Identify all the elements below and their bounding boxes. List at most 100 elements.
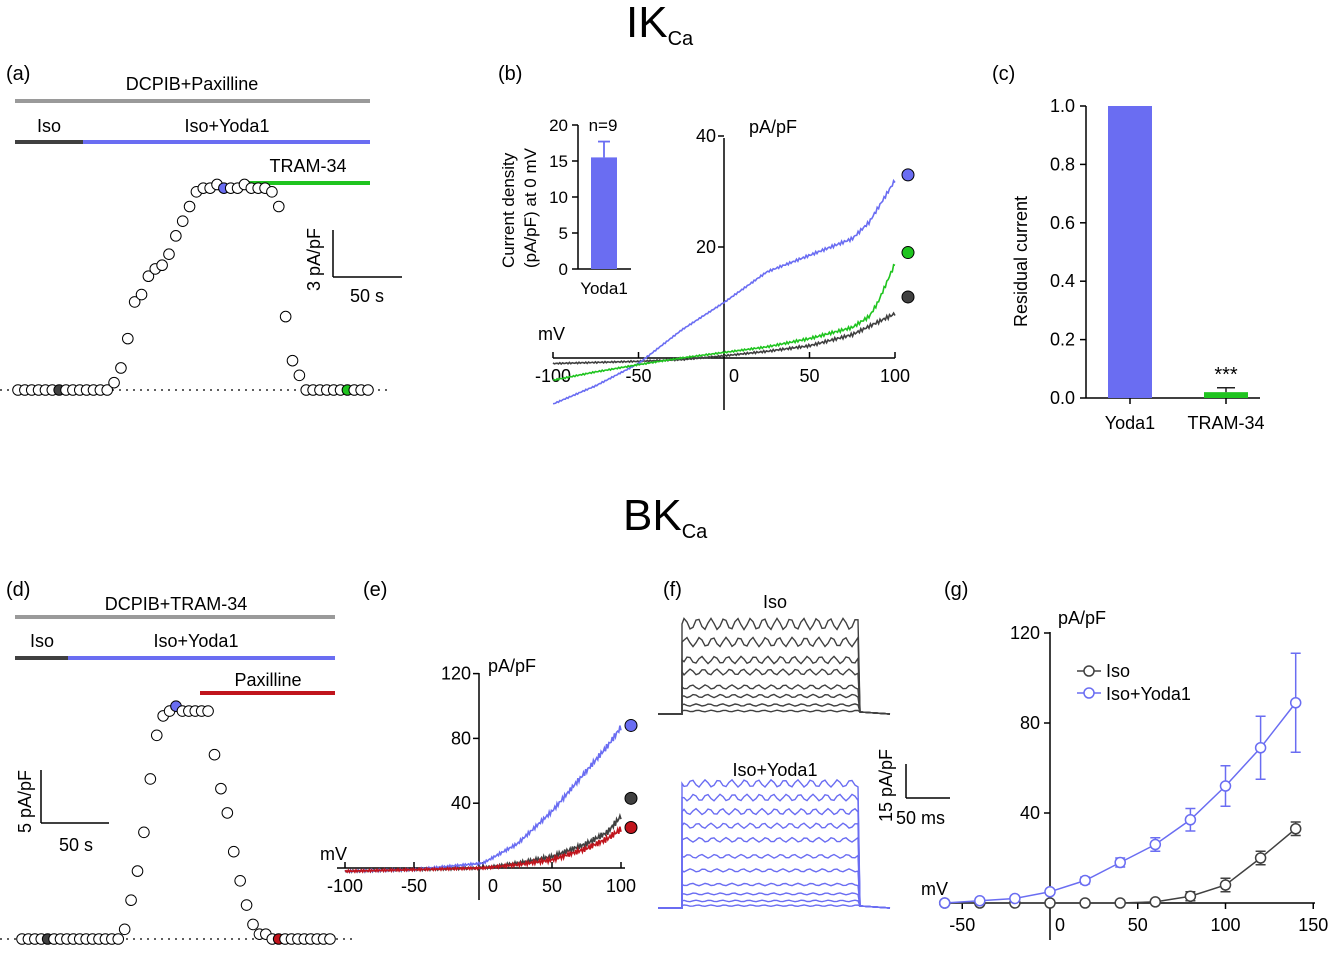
data-point — [128, 296, 141, 308]
data-point — [1254, 852, 1267, 864]
data-point — [170, 230, 182, 242]
data-point — [142, 270, 155, 283]
data-point — [215, 782, 227, 795]
scale-label-x: 50 s — [59, 835, 93, 855]
panel-b: (b) 0 5 10 15 20 Current density (pA/pF) at … — [498, 63, 915, 410]
data-point — [240, 899, 253, 911]
data-point — [1219, 780, 1232, 792]
x-tick-label: 50 — [799, 366, 819, 386]
treatment-bar-blocker — [200, 691, 335, 695]
legend-marker-iso — [1083, 665, 1095, 677]
inset-bar — [591, 157, 617, 269]
current-trace — [658, 836, 891, 909]
treatment-bar-iso-yoda — [68, 656, 335, 660]
header-ik: IKCa — [626, 0, 694, 50]
y-tick-label: 0.0 — [1050, 388, 1075, 408]
y-tick-label: 80 — [1020, 713, 1040, 733]
data-point — [1289, 697, 1302, 709]
data-point — [1044, 897, 1056, 909]
x-tick-label: -100 — [327, 876, 363, 896]
y-tick-label: 40 — [451, 793, 471, 813]
iv-trace — [552, 311, 896, 366]
data-point — [1114, 856, 1126, 869]
y-tick-label: 40 — [1020, 803, 1040, 823]
data-point — [234, 875, 246, 887]
data-point — [221, 807, 234, 819]
data-point — [1114, 897, 1126, 909]
scale-label-y: 3 pA/pF — [304, 228, 324, 291]
treatment-bar-iso-yoda — [83, 140, 370, 144]
treatment-label-iso: Iso — [30, 631, 54, 651]
data-point — [144, 773, 157, 785]
x-tick-label: 50 — [1128, 915, 1148, 935]
treatment-bar-blocker — [247, 181, 370, 185]
endpoint-marker — [624, 821, 638, 834]
y-tick-label: 0.4 — [1050, 271, 1075, 291]
inset-y-tick-label: 10 — [549, 188, 568, 207]
data-point — [324, 933, 336, 945]
inset-y-tick-label: 0 — [559, 260, 568, 279]
data-point — [1149, 896, 1162, 908]
panel-a: (a) DCPIB+Paxilline Iso Iso+Yoda1 TRAM-3… — [0, 63, 402, 396]
x-tick-label: 0 — [729, 366, 739, 386]
data-point — [122, 332, 134, 345]
current-trace — [658, 882, 891, 909]
current-trace — [658, 807, 891, 909]
data-point — [156, 259, 168, 272]
current-trace — [658, 617, 891, 715]
trace-label-iso: Iso — [763, 592, 787, 612]
x-tick-label: -100 — [535, 366, 571, 386]
data-point — [150, 729, 163, 742]
treatment-label-iso-yoda: Iso+Yoda1 — [185, 116, 270, 136]
x-tick-label: 50 — [542, 876, 562, 896]
scale-label-y: 5 pA/pF — [15, 770, 35, 833]
data-point — [112, 933, 125, 945]
legend-marker-iso-yoda — [1083, 687, 1095, 699]
x-tick-label: -50 — [949, 915, 975, 935]
current-trace — [658, 684, 891, 715]
e-xlabel: mV — [320, 844, 347, 864]
data-point — [227, 845, 240, 858]
data-point — [115, 362, 127, 374]
treatment-bar-iso — [15, 656, 68, 660]
inset-y-tick-label: 20 — [549, 116, 568, 135]
x-tick-label: -50 — [401, 876, 427, 896]
endpoint-marker — [901, 246, 915, 260]
panel-e: (e) pA/pF mV -100 -50 0 50 100 40 80 120 — [320, 579, 638, 900]
data-point — [183, 200, 196, 213]
data-point — [208, 748, 221, 761]
y-tick-label: 120 — [441, 664, 471, 684]
panel-label-f: (f) — [663, 579, 682, 601]
x-tick-label: 0 — [488, 876, 498, 896]
x-tick-label: TRAM-34 — [1187, 413, 1264, 433]
current-trace — [658, 668, 891, 715]
treatment-bar-top — [15, 99, 370, 103]
legend: Iso Iso+Yoda1 — [1077, 661, 1191, 704]
data-point — [1044, 886, 1056, 898]
panel-label-b: (b) — [498, 63, 522, 85]
data-point — [118, 923, 131, 936]
scale-label-x: 50 ms — [896, 808, 945, 828]
current-trace — [658, 778, 891, 909]
y-tick-label: 0.8 — [1050, 154, 1075, 174]
iv-trace — [552, 263, 896, 382]
legend-label-iso-yoda: Iso+Yoda1 — [1106, 684, 1191, 704]
data-point — [131, 865, 144, 877]
data-point — [1079, 897, 1091, 909]
current-trace — [658, 899, 891, 909]
current-trace — [658, 853, 891, 909]
y-tick-label: 1.0 — [1050, 96, 1075, 116]
inset-category-label: Yoda1 — [580, 279, 628, 298]
y-tick-label: 0.2 — [1050, 330, 1075, 350]
e-ylabel: pA/pF — [488, 656, 536, 676]
x-tick-label: 100 — [1210, 915, 1240, 935]
inset-n-label: n=9 — [589, 116, 618, 135]
x-tick-label: 100 — [606, 876, 636, 896]
treatment-label-top: DCPIB+Paxilline — [126, 74, 259, 94]
treatment-label-top: DCPIB+TRAM-34 — [105, 594, 248, 614]
current-trace — [658, 793, 891, 909]
current-trace — [658, 868, 891, 909]
inset-ylabel-2: (pA/pF) at 0 mV — [521, 147, 540, 268]
panel-f: (f) Iso Iso+Yoda1 15 pA/pF 50 ms — [658, 579, 950, 909]
data-point — [286, 354, 299, 367]
